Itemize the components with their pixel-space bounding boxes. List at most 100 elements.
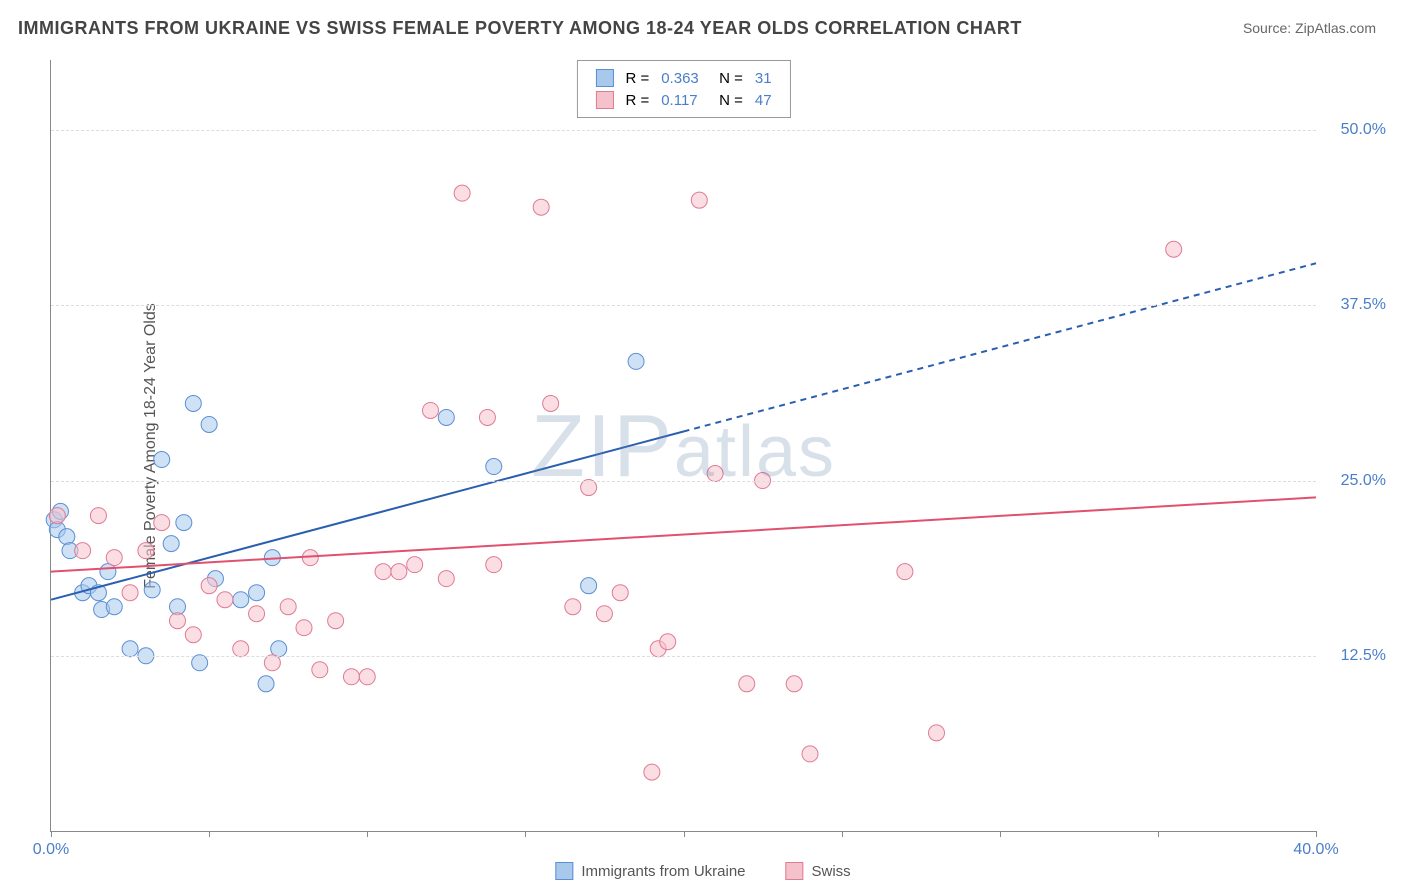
data-point — [138, 543, 154, 559]
data-point — [75, 543, 91, 559]
data-point — [343, 669, 359, 685]
data-point — [739, 676, 755, 692]
legend-n-label: N = — [705, 89, 749, 111]
regression-line-extrapolated — [684, 263, 1317, 431]
data-point — [122, 641, 138, 657]
data-point — [233, 641, 249, 657]
data-point — [185, 395, 201, 411]
data-point — [201, 416, 217, 432]
data-point — [486, 459, 502, 475]
x-tick-mark — [842, 831, 843, 837]
data-point — [628, 353, 644, 369]
data-point — [929, 725, 945, 741]
gridline — [51, 656, 1316, 657]
gridline — [51, 305, 1316, 306]
data-point — [185, 627, 201, 643]
x-tick-mark — [1316, 831, 1317, 837]
data-point — [144, 582, 160, 598]
legend-label: Swiss — [812, 863, 851, 880]
data-point — [479, 409, 495, 425]
data-point — [438, 571, 454, 587]
data-point — [201, 578, 217, 594]
data-point — [897, 564, 913, 580]
regression-line — [51, 431, 684, 599]
legend-n-value: 47 — [749, 89, 778, 111]
x-tick-mark — [51, 831, 52, 837]
series-legend: Immigrants from Ukraine Swiss — [555, 862, 850, 880]
legend-r-value: 0.117 — [655, 89, 705, 111]
legend-label: Immigrants from Ukraine — [581, 863, 745, 880]
data-point — [122, 585, 138, 601]
data-point — [391, 564, 407, 580]
data-point — [581, 578, 597, 594]
data-point — [802, 746, 818, 762]
data-point — [154, 452, 170, 468]
data-point — [375, 564, 391, 580]
data-point — [438, 409, 454, 425]
source-label: Source: ZipAtlas.com — [1243, 20, 1376, 36]
legend-r-label: R = — [619, 89, 655, 111]
y-tick-label: 50.0% — [1341, 121, 1386, 139]
legend-r-value: 0.363 — [655, 67, 705, 89]
data-point — [454, 185, 470, 201]
x-tick-mark — [367, 831, 368, 837]
legend-row-swiss: R = 0.117 N = 47 — [589, 89, 777, 111]
x-tick-label: 40.0% — [1293, 841, 1338, 859]
data-point — [217, 592, 233, 608]
data-point — [565, 599, 581, 615]
data-point — [163, 536, 179, 552]
legend-n-label: N = — [705, 67, 749, 89]
legend-item-ukraine: Immigrants from Ukraine — [555, 862, 745, 880]
data-point — [312, 662, 328, 678]
data-point — [192, 655, 208, 671]
data-point — [407, 557, 423, 573]
x-tick-label: 0.0% — [33, 841, 69, 859]
data-point — [596, 606, 612, 622]
x-tick-mark — [525, 831, 526, 837]
swatch-icon — [786, 862, 804, 880]
legend-n-value: 31 — [749, 67, 778, 89]
data-point — [1166, 241, 1182, 257]
data-point — [328, 613, 344, 629]
data-point — [533, 199, 549, 215]
x-tick-mark — [684, 831, 685, 837]
x-tick-mark — [1000, 831, 1001, 837]
data-point — [296, 620, 312, 636]
data-point — [90, 508, 106, 524]
data-point — [280, 599, 296, 615]
regression-line — [51, 497, 1316, 571]
data-point — [106, 550, 122, 566]
data-point — [176, 515, 192, 531]
data-point — [170, 613, 186, 629]
swatch-icon — [595, 91, 613, 109]
x-tick-mark — [1158, 831, 1159, 837]
data-point — [581, 480, 597, 496]
gridline — [51, 481, 1316, 482]
page-title: IMMIGRANTS FROM UKRAINE VS SWISS FEMALE … — [18, 18, 1022, 39]
data-point — [786, 676, 802, 692]
data-point — [707, 466, 723, 482]
correlation-legend: R = 0.363 N = 31 R = 0.117 N = 47 — [576, 60, 790, 118]
legend-r-label: R = — [619, 67, 655, 89]
data-point — [660, 634, 676, 650]
data-point — [359, 669, 375, 685]
data-point — [543, 395, 559, 411]
data-point — [486, 557, 502, 573]
data-point — [249, 606, 265, 622]
data-point — [691, 192, 707, 208]
swatch-icon — [595, 69, 613, 87]
data-point — [49, 508, 65, 524]
legend-row-ukraine: R = 0.363 N = 31 — [589, 67, 777, 89]
chart-plot-area: R = 0.363 N = 31 R = 0.117 N = 47 ZIPatl… — [50, 60, 1316, 832]
y-tick-label: 25.0% — [1341, 472, 1386, 490]
data-point — [154, 515, 170, 531]
data-point — [612, 585, 628, 601]
scatter-plot-svg — [51, 60, 1316, 831]
data-point — [258, 676, 274, 692]
data-point — [233, 592, 249, 608]
y-tick-label: 12.5% — [1341, 647, 1386, 665]
data-point — [249, 585, 265, 601]
data-point — [106, 599, 122, 615]
gridline — [51, 130, 1316, 131]
swatch-icon — [555, 862, 573, 880]
